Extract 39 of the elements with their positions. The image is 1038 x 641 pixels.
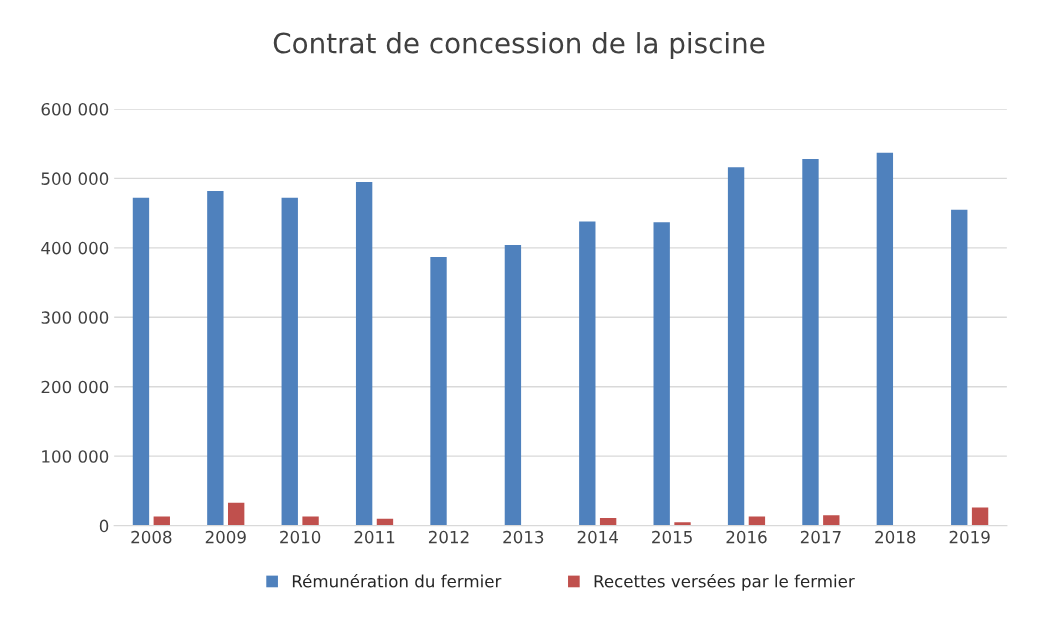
x-tick-label: 2016 — [726, 530, 767, 544]
bar — [504, 245, 522, 526]
x-tick-label: 2015 — [652, 530, 692, 544]
bar — [228, 502, 245, 526]
y-tick-label: 300 000 — [41, 311, 109, 324]
bar — [727, 167, 745, 526]
bar — [355, 181, 373, 526]
x-tick-label: 2019 — [949, 530, 990, 544]
bar — [281, 197, 298, 526]
legend-label: Rémunération du fermier — [292, 573, 502, 588]
y-tick-label: 500 000 — [41, 172, 109, 185]
y-tick-label: 600 000 — [41, 102, 109, 116]
bar — [599, 517, 617, 526]
bar — [579, 221, 596, 526]
bar — [132, 197, 150, 526]
x-tick-label: 2008 — [131, 530, 172, 544]
bar — [207, 190, 224, 526]
x-tick-label: 2017 — [800, 530, 841, 544]
x-tick-label: 2018 — [875, 530, 916, 544]
y-tick-label: 200 000 — [41, 380, 109, 394]
y-tick-label: 100 000 — [42, 450, 109, 463]
bar — [653, 222, 670, 526]
chart-title: Contrat de concession de la piscine — [273, 32, 765, 59]
bar — [971, 507, 989, 526]
x-tick-label: 2011 — [354, 530, 395, 544]
bar — [876, 152, 894, 526]
x-tick-label: 2010 — [280, 530, 321, 544]
bar — [802, 158, 819, 526]
x-tick-label: 2014 — [577, 530, 618, 544]
bar — [430, 256, 447, 526]
x-tick-label: 2009 — [205, 530, 246, 544]
x-tick-label: 2012 — [428, 530, 469, 544]
bar — [302, 516, 319, 526]
bar — [951, 209, 968, 526]
x-tick-label: 2013 — [503, 530, 544, 544]
bar — [823, 515, 840, 526]
legend-label: Recettes versées par le fermier — [594, 573, 855, 591]
y-tick-label: 0 — [99, 519, 109, 533]
y-tick-label: 400 000 — [41, 241, 109, 255]
